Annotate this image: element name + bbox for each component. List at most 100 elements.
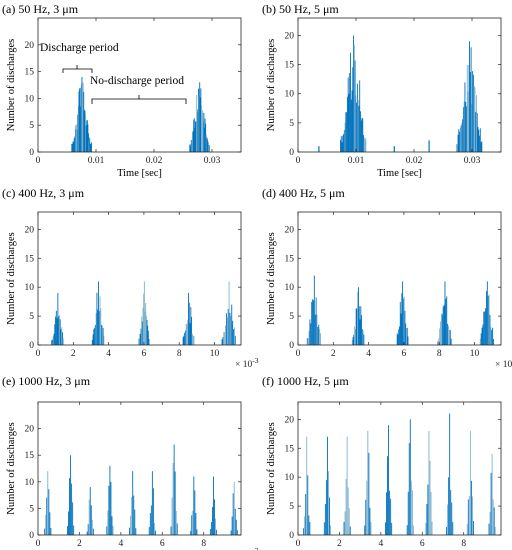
bar	[175, 511, 177, 535]
bar	[350, 99, 352, 152]
bar	[100, 308, 102, 345]
bar	[87, 524, 89, 535]
bar	[87, 124, 89, 152]
bar	[236, 530, 238, 535]
y-tick-label: 20	[25, 41, 35, 51]
bar	[406, 327, 408, 345]
bar	[318, 146, 320, 152]
bar	[402, 298, 404, 345]
bar	[397, 334, 399, 345]
bar	[191, 142, 193, 152]
bar	[488, 523, 490, 535]
bar	[341, 142, 343, 152]
bar	[406, 327, 407, 345]
x-tick-label: 2	[77, 539, 82, 549]
bar	[199, 97, 201, 152]
bar	[147, 325, 149, 345]
bar	[391, 522, 393, 535]
bar	[111, 516, 113, 535]
bar	[186, 324, 188, 345]
bar	[70, 455, 72, 535]
bar	[353, 334, 355, 345]
bar	[145, 315, 147, 345]
x-tick-label: 2	[337, 539, 342, 549]
axes-box	[297, 17, 502, 153]
bar	[154, 522, 155, 535]
y-tick-label: 15	[25, 451, 35, 461]
bar	[196, 529, 198, 535]
bar	[448, 477, 450, 535]
bar	[460, 125, 462, 152]
bar	[52, 339, 53, 345]
bar	[468, 495, 470, 535]
x-axis-label: Time [sec]	[377, 168, 422, 179]
bar	[77, 114, 79, 152]
bar	[190, 307, 192, 345]
bar	[309, 522, 311, 535]
bar	[344, 122, 346, 152]
bar	[366, 480, 368, 535]
x-multiplier-exponent: -3	[252, 546, 258, 550]
bar	[468, 64, 470, 152]
x-tick-label: 0	[36, 349, 41, 359]
bar	[356, 102, 358, 152]
bar	[90, 505, 92, 535]
bar	[234, 335, 236, 345]
bar	[139, 334, 141, 345]
x-tick-label: 0	[296, 539, 301, 549]
bar	[317, 326, 319, 345]
bar	[489, 511, 491, 535]
bar	[138, 338, 140, 345]
bar	[367, 430, 369, 535]
y-tick-label: 10	[285, 473, 295, 483]
bar	[79, 88, 81, 152]
bar	[308, 515, 310, 535]
bar	[309, 319, 311, 345]
bar	[199, 82, 201, 152]
bar	[62, 332, 63, 345]
bar	[306, 338, 308, 345]
bar	[369, 507, 371, 535]
y-tick-label: 20	[285, 31, 295, 41]
chart-title: (c) 400 Hz, 3 μm	[2, 186, 85, 200]
bar	[71, 483, 73, 535]
bar	[71, 143, 73, 152]
y-tick-label: 15	[285, 254, 295, 264]
bar	[203, 112, 205, 152]
bar	[466, 106, 467, 152]
bar	[401, 293, 403, 345]
bar	[190, 145, 192, 152]
x-tick-label: 0.03	[464, 156, 481, 166]
x-tick-label: 0	[296, 156, 301, 166]
bar	[204, 127, 205, 152]
x-tick-label: 4	[366, 349, 371, 359]
y-tick-label: 0	[289, 531, 294, 541]
bar	[74, 125, 76, 152]
x-tick-label: 0.03	[204, 156, 221, 166]
bar	[466, 65, 468, 152]
x-multiplier-base: × 10	[495, 360, 512, 370]
bar	[81, 76, 83, 152]
bar	[232, 493, 234, 535]
bar	[131, 497, 133, 535]
bar	[485, 308, 487, 345]
chart-panel-b: (b) 50 Hz, 5 μm 0 0.01 0.02 0.03 0 5 10 15 20 Time…	[262, 2, 502, 179]
bar	[385, 522, 386, 535]
bar	[340, 140, 341, 152]
y-tick-label: 20	[285, 225, 295, 235]
bar	[491, 454, 493, 535]
bar	[57, 292, 59, 345]
y-tick-label: 10	[285, 90, 295, 100]
bar	[407, 491, 409, 535]
bar	[472, 74, 474, 152]
bar	[462, 107, 464, 152]
y-tick-label: 10	[25, 478, 35, 488]
y-tick-label: 10	[25, 94, 35, 104]
bar	[182, 337, 184, 345]
bar	[188, 292, 189, 345]
bar	[354, 326, 356, 345]
bar	[183, 335, 185, 345]
bar	[205, 123, 207, 152]
x-tick-label: 8	[461, 539, 466, 549]
bar	[193, 335, 195, 345]
